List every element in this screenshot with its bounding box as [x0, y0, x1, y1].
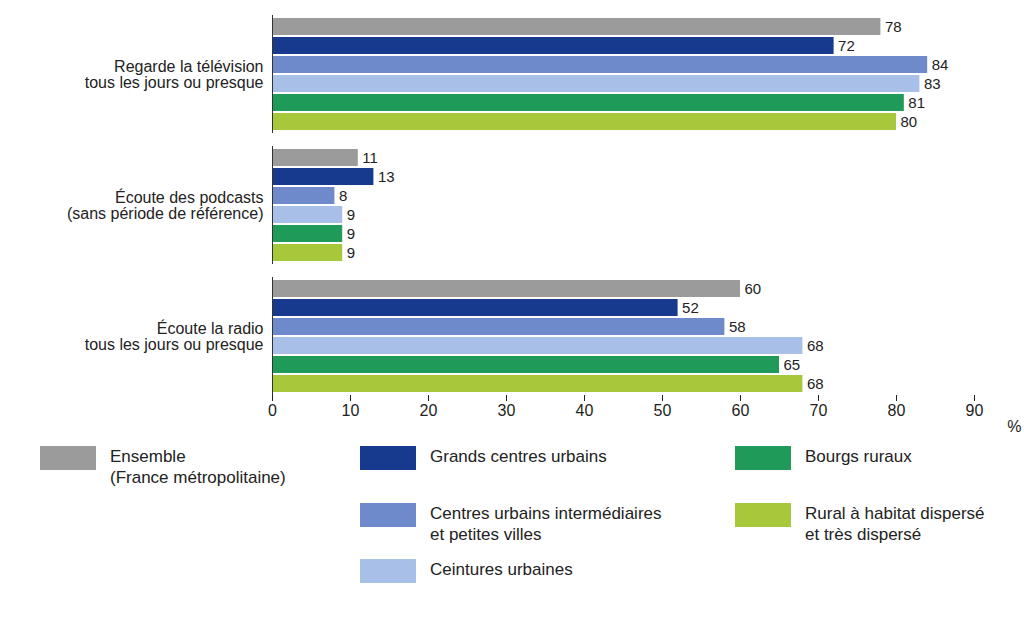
svg-text:20: 20 [420, 402, 438, 419]
svg-text:Regarde la télévisiontous les: Regarde la télévisiontous les jours ou p… [85, 58, 264, 91]
svg-text:50: 50 [654, 402, 672, 419]
svg-text:80: 80 [888, 402, 906, 419]
svg-text:65: 65 [784, 356, 801, 373]
svg-text:60: 60 [745, 280, 762, 297]
svg-text:84: 84 [932, 56, 949, 73]
svg-text:83: 83 [924, 75, 941, 92]
svg-text:8: 8 [339, 187, 347, 204]
html-text:Centres urbains intermédiaires: Centres urbains intermédiaires et petite… [430, 503, 662, 544]
html-text:Ceintures urbaines: Ceintures urbaines [430, 560, 573, 579]
svg-text:78: 78 [885, 18, 902, 35]
svg-text:68: 68 [807, 337, 824, 354]
svg-text:Écoute la radiotous les jours: Écoute la radiotous les jours ou presque [85, 319, 264, 353]
svg-text:72: 72 [838, 37, 855, 54]
svg-text:68: 68 [807, 375, 824, 392]
svg-text:70: 70 [810, 402, 828, 419]
html-text:Grands centres urbains: Grands centres urbains [430, 447, 607, 466]
svg-text:90: 90 [966, 402, 984, 419]
svg-text:9: 9 [347, 225, 355, 242]
svg-text:9: 9 [347, 244, 355, 261]
svg-text:13: 13 [378, 168, 395, 185]
html-text:Bourgs ruraux: Bourgs ruraux [805, 447, 912, 466]
svg-text:40: 40 [576, 402, 594, 419]
svg-text:52: 52 [682, 299, 699, 316]
svg-text:60: 60 [732, 402, 750, 419]
svg-text:%: % [1007, 418, 1021, 435]
svg-text:9: 9 [347, 206, 355, 223]
svg-text:10: 10 [342, 402, 360, 419]
svg-text:58: 58 [729, 318, 746, 335]
svg-text:Écoute des podcasts(sans pério: Écoute des podcasts(sans période de réfé… [67, 188, 264, 222]
svg-text:81: 81 [908, 94, 925, 111]
svg-text:80: 80 [901, 113, 918, 130]
svg-text:30: 30 [498, 402, 516, 419]
html-text:Ensemble (France métropolitain: Ensemble (France métropolitaine) [110, 447, 286, 488]
svg-text:0: 0 [268, 402, 277, 419]
html-text:Rural à habitat dispersé et tr: Rural à habitat dispersé et très dispers… [805, 503, 985, 544]
svg-text:11: 11 [362, 149, 378, 166]
